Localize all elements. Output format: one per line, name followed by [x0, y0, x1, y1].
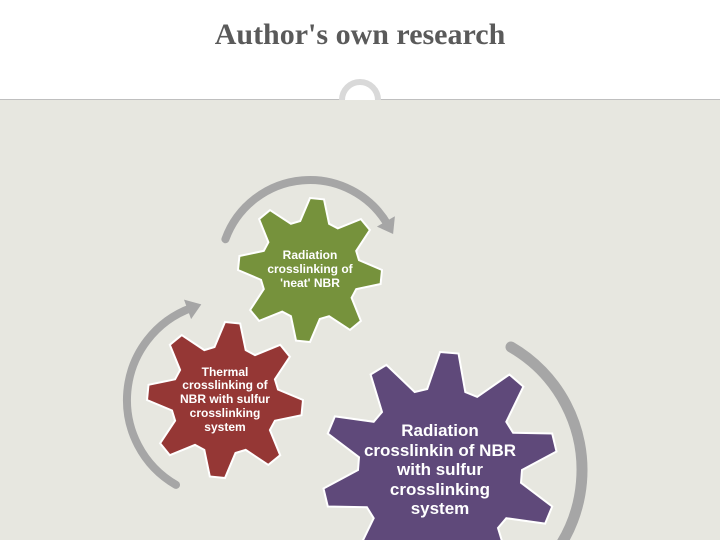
gear-purple: [324, 352, 557, 540]
gear-diagram: [0, 100, 720, 540]
gear-green: [238, 198, 382, 342]
gear-red: [147, 322, 303, 478]
page-title: Author's own research: [0, 0, 720, 52]
diagram-area: Radiation crosslinking of 'neat' NBR The…: [0, 100, 720, 540]
